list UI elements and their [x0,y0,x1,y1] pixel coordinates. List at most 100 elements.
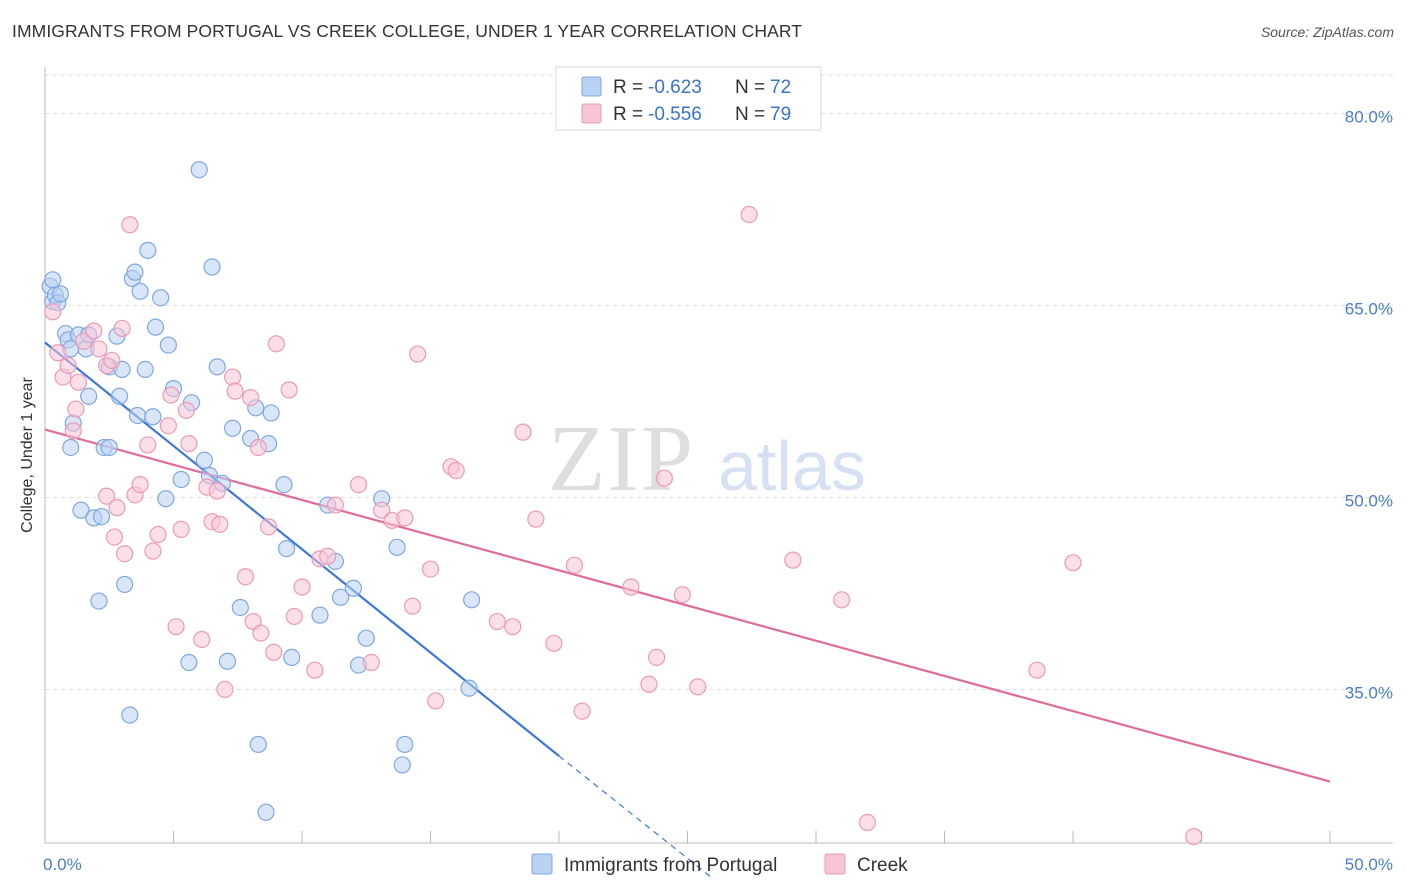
creek-point [64,422,82,440]
creek-point [655,469,673,487]
portugal-point [283,648,301,667]
creek-point [259,518,278,536]
legend-n-value-1: 72 [770,77,791,98]
creek-point [208,482,226,500]
creek-point [236,568,255,586]
legend: R = -0.623 N = 72 R = -0.556 N = 79 [555,66,822,131]
x-tick-label-max: 50.0% [1345,855,1393,874]
portugal-point [262,404,280,422]
portugal-point [126,263,144,281]
chart-source: Source: ZipAtlas.com [1260,24,1394,40]
data-points [41,161,1203,846]
portugal-point [159,336,177,354]
creek-point [740,205,758,224]
creek-point [349,476,368,494]
portugal-point [195,451,213,469]
portugal-point [190,161,208,179]
y-tick-label: 80.0% [1345,107,1393,126]
chart-title: IMMIGRANTS FROM PORTUGAL VS CREEK COLLEG… [12,21,803,41]
portugal-point [157,490,175,508]
creek-point [226,382,244,400]
creek-point [59,356,77,375]
creek-point [193,630,211,649]
creek-point [252,624,270,642]
portugal-point [72,501,90,519]
portugal-point [152,289,170,307]
bottom-legend: Immigrants from Portugal Creek [531,853,908,876]
portugal-point [128,406,147,425]
portugal-point [357,629,375,647]
legend-r-label-1: R = [613,77,643,98]
portugal-point [331,588,350,606]
portugal-point [172,470,190,489]
creek-point [504,618,522,636]
grid [45,74,1393,690]
creek-point [514,423,532,441]
legend-n-value-2: 79 [770,104,791,125]
portugal-point [121,706,139,724]
creek-point [98,487,116,505]
creek-point [784,551,802,569]
bottom-legend-swatch-pink [824,853,846,875]
portugal-point [218,652,237,670]
watermark-atlas: atlas [718,427,866,505]
legend-n-label-2: N = [735,104,765,125]
portugal-point [110,387,129,405]
portugal-point [311,606,329,624]
creek-point [69,373,88,391]
creek-point [280,381,298,399]
creek-trend-line [44,428,1331,783]
portugal-point [460,679,478,697]
watermark-zip: ZIP [548,407,695,511]
portugal-point [463,591,481,609]
creek-point [74,332,93,350]
creek-point [167,618,185,636]
creek-point [622,578,640,596]
creek-point [67,400,85,418]
creek-point [121,216,139,234]
creek-point [326,496,345,514]
portugal-point [51,285,70,303]
portugal-point [344,579,362,597]
legend-r-value-2: -0.556 [648,104,702,125]
creek-point [105,528,123,546]
portugal-point [90,592,108,610]
x-tick-label-min: 0.0% [43,855,82,874]
portugal-point [388,538,406,556]
creek-point [421,560,440,578]
creek-point [44,303,62,321]
creek-point [144,542,162,560]
portugal-point [136,360,154,378]
creek-point [131,476,149,494]
axes [44,67,1393,844]
creek-point [113,319,131,338]
portugal-point [80,387,98,405]
creek-point [177,401,195,419]
creek-point [673,586,691,604]
creek-point [573,702,591,720]
creek-point [648,648,666,667]
creek-point [545,634,563,652]
legend-r-label-2: R = [613,104,643,125]
legend-n-label-1: N = [735,77,765,98]
portugal-point [131,282,149,300]
bottom-legend-label-creek: Creek [857,855,908,876]
creek-point [90,340,108,358]
creek-point [1028,661,1046,679]
creek-point [1185,827,1203,846]
creek-point [103,351,121,370]
creek-point [403,597,422,615]
portugal-point [139,241,157,259]
y-axis-label: College, Under 1 year [19,377,36,533]
creek-point [85,322,103,340]
creek-point [447,461,465,480]
creek-point [293,578,311,596]
portugal-point [224,419,242,437]
creek-point [640,675,658,693]
portugal-point [100,438,118,457]
y-tick-label: 50.0% [1345,491,1393,510]
creek-point [319,547,337,565]
creek-point [565,556,584,574]
creek-point [162,386,180,404]
